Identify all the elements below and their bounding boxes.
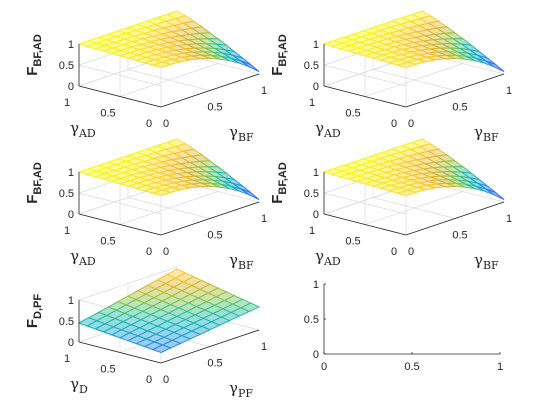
x-axis-label: γBF <box>229 251 254 272</box>
y-tick-label: 1 <box>64 225 70 237</box>
x-tick-label: 1 <box>506 213 512 225</box>
z-tick-label: 0 <box>313 81 319 93</box>
surface-plot-5: 0 0.5 1 0 0.5 1 0 0.5 1 γPF γD FD,PF <box>24 266 267 400</box>
z-tick-label: 0 <box>68 209 74 221</box>
ygrid-floor-1 <box>364 191 464 225</box>
z-tick-label: 0 <box>68 81 74 93</box>
y-tick-label: 0 <box>391 246 397 258</box>
y-axis-line <box>78 213 162 236</box>
x-axis-line <box>160 201 260 236</box>
y-tick-label: 0 <box>391 118 397 130</box>
y-tick-label: 1 <box>313 279 319 291</box>
x-tick-label: 1 <box>261 213 267 225</box>
z-tick-label: 0.5 <box>59 188 74 200</box>
y-axis-line <box>323 85 407 108</box>
z-axis-label: FD,PF <box>24 294 44 329</box>
x-tick-label: 0 <box>408 118 414 130</box>
z-tick-label: 1 <box>68 295 74 307</box>
surface-cell <box>485 60 505 72</box>
y-axis-line <box>78 341 162 364</box>
x-axis-line <box>160 329 260 364</box>
x-tick-label: 0.5 <box>452 102 467 114</box>
x-tick-label: 0.5 <box>207 102 222 114</box>
z-tick-label: 0.5 <box>59 60 74 72</box>
surface-cell <box>240 188 260 200</box>
y-axis-label: γAD <box>70 247 96 268</box>
z-tick-label: 1 <box>313 167 319 179</box>
x-axis-label: γBF <box>474 123 499 144</box>
surface-plot-3: 0 0.5 1 0 0.5 1 0 0.5 1 γBF γAD FBF,AD <box>24 138 267 272</box>
x-tick-label: 0 <box>163 118 169 130</box>
y-tick-label: 0.5 <box>100 236 115 248</box>
x-axis-line <box>405 201 505 236</box>
x-tick-label: 1 <box>261 85 267 97</box>
z-tick-label: 1 <box>68 39 74 51</box>
y-tick-label: 0.5 <box>100 108 115 120</box>
z-tick-label: 1 <box>68 167 74 179</box>
surface-plot-1: 0 0.5 1 0 0.5 1 0 0.5 1 γBF γAD FBF,AD <box>24 10 267 144</box>
x-tick-label: 1 <box>506 85 512 97</box>
y-axis-line <box>323 213 407 236</box>
y-axis-label: γAD <box>315 247 341 268</box>
x-tick-label: 0.5 <box>207 358 222 370</box>
x-tick-label: 1 <box>497 361 503 373</box>
x-tick-label: 0.5 <box>207 230 222 242</box>
x-tick-label: 0.5 <box>452 230 467 242</box>
z-tick-label: 0 <box>313 209 319 221</box>
x-tick-label: 0 <box>163 246 169 258</box>
z-tick-label: 0 <box>68 337 74 349</box>
surface-plot-4: 0 0.5 1 0 0.5 1 0 0.5 1 γBF γAD FBF,AD <box>269 138 512 272</box>
empty-axes: 0 0.5 1 0 0.5 1 <box>304 279 503 373</box>
y-tick-label: 0 <box>146 118 152 130</box>
x-axis-line <box>160 73 260 108</box>
ygrid-floor-1 <box>119 191 219 225</box>
y-axis-label: γAD <box>315 119 341 140</box>
y-tick-label: 0.5 <box>345 108 360 120</box>
ygrid-floor-1 <box>364 63 464 97</box>
x-tick-label: 0 <box>321 361 327 373</box>
x-axis-line <box>405 73 505 108</box>
z-tick-label: 0.5 <box>59 316 74 328</box>
y-tick-label: 0 <box>146 246 152 258</box>
surface-cell <box>239 302 261 313</box>
y-axis-label: γD <box>70 375 88 396</box>
x-axis-label: γPF <box>229 379 253 400</box>
y-axis-line <box>78 85 162 108</box>
z-tick-label: 0.5 <box>304 188 319 200</box>
z-axis-label: FBF,AD <box>24 162 44 204</box>
surface-cell <box>485 188 505 200</box>
y-tick-label: 0.5 <box>100 364 115 376</box>
z-axis-label: FBF,AD <box>269 34 289 76</box>
y-tick-label: 0.5 <box>345 236 360 248</box>
surface-cell <box>240 60 260 72</box>
x-tick-label: 0 <box>408 246 414 258</box>
y-axis-label: γAD <box>70 119 96 140</box>
y-tick-label: 0.5 <box>304 314 319 326</box>
ygrid-floor-1 <box>119 63 219 97</box>
y-tick-label: 0 <box>313 349 319 361</box>
y-tick-label: 1 <box>64 97 70 109</box>
y-tick-label: 1 <box>309 225 315 237</box>
z-tick-label: 0.5 <box>304 60 319 72</box>
z-axis-label: FBF,AD <box>269 162 289 204</box>
y-tick-label: 1 <box>64 353 70 365</box>
x-tick-label: 1 <box>261 341 267 353</box>
x-axis-label: γBF <box>229 123 254 144</box>
y-tick-label: 1 <box>309 97 315 109</box>
surface-plot-2: 0 0.5 1 0 0.5 1 0 0.5 1 γBF γAD FBF,AD <box>269 10 512 144</box>
z-tick-label: 1 <box>313 39 319 51</box>
x-axis-label: γBF <box>474 251 499 272</box>
x-tick-label: 0.5 <box>404 361 419 373</box>
x-tick-label: 0 <box>163 374 169 386</box>
y-tick-label: 0 <box>146 374 152 386</box>
z-axis-label: FBF,AD <box>24 34 44 76</box>
